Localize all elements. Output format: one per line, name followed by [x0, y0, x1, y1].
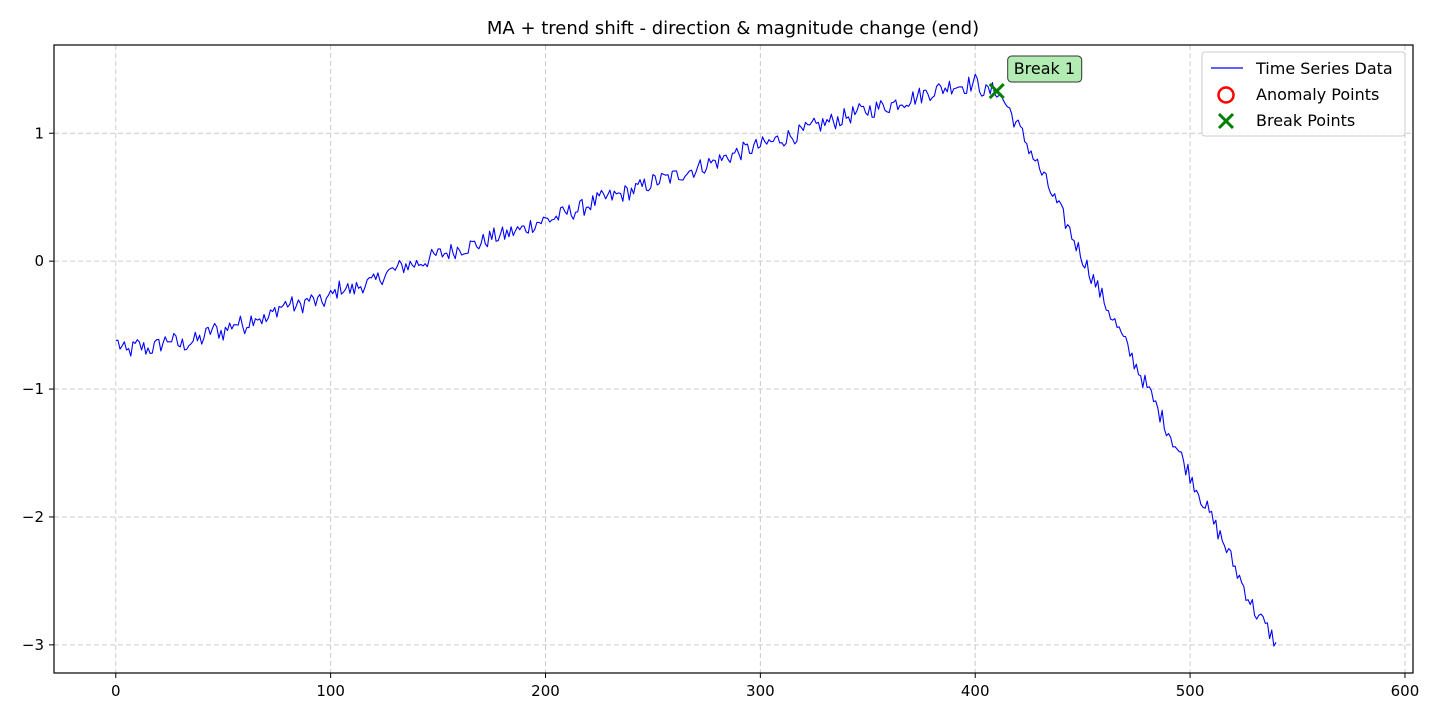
legend-label-anomaly: Anomaly Points	[1256, 85, 1379, 104]
legend: Time Series Data Anomaly Points Break Po…	[1201, 51, 1406, 137]
y-tick-label: −3	[22, 636, 44, 654]
x-tick-label: 500	[1176, 682, 1205, 700]
y-tick-label: 0	[34, 252, 44, 270]
break-annotation-box	[1007, 55, 1083, 83]
break-annotation-label: Break 1	[1014, 59, 1075, 78]
x-tick-label: 300	[746, 682, 775, 700]
grid-layer	[54, 45, 1413, 673]
break-annotation: Break 1	[1007, 55, 1083, 83]
series-line	[115, 73, 1277, 647]
x-tick-label: 100	[316, 682, 345, 700]
x-tick-label: 200	[531, 682, 560, 700]
x-tick-label: 400	[961, 682, 990, 700]
y-tick-label: −2	[22, 508, 44, 526]
plot-frame	[53, 44, 1414, 674]
y-tick-label: −1	[22, 380, 44, 398]
legend-circle-swatch	[1217, 86, 1235, 104]
legend-x-swatch	[1217, 112, 1235, 130]
legend-frame	[1201, 51, 1406, 137]
y-tick-label: 1	[34, 124, 44, 142]
legend-label-series: Time Series Data	[1255, 59, 1393, 78]
axis-layer: 0 100 200 300 400 500 600 −3 −2 −1 0 1	[22, 124, 1419, 700]
legend-label-break: Break Points	[1256, 111, 1355, 130]
break-points-layer: Break 1	[988, 55, 1083, 100]
x-tick-label: 600	[1391, 682, 1420, 700]
data-layer	[115, 73, 1277, 647]
x-tick-label: 0	[111, 682, 121, 700]
chart-title: MA + trend shift - direction & magnitude…	[487, 18, 979, 39]
break-point-marker	[988, 82, 1005, 100]
